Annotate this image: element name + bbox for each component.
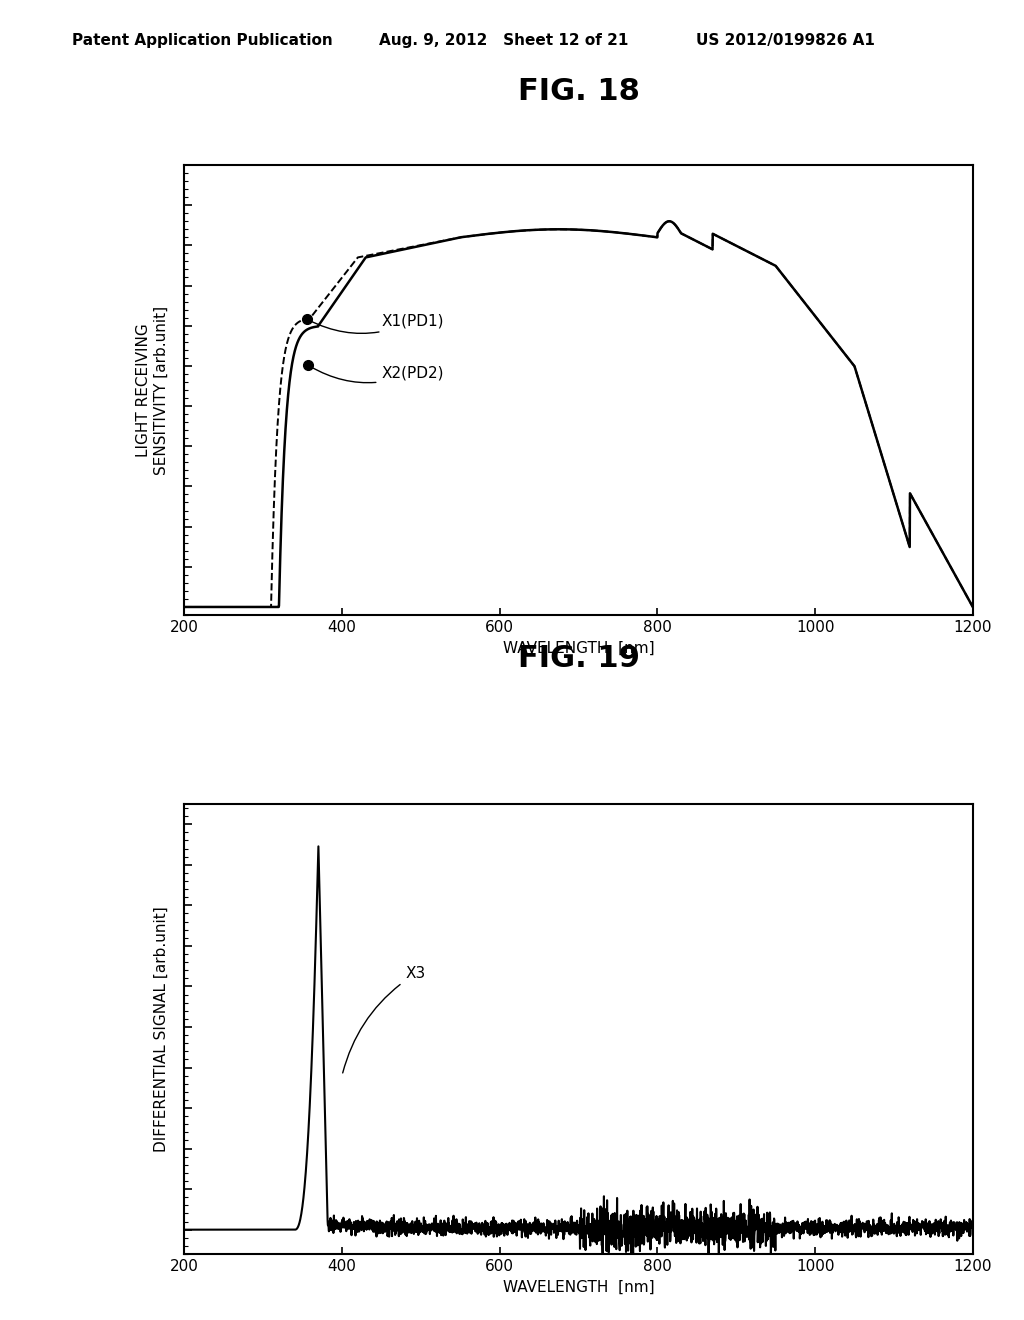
Y-axis label: LIGHT RECEIVING
SENSITIVITY [arb.unit]: LIGHT RECEIVING SENSITIVITY [arb.unit] bbox=[136, 305, 168, 475]
Text: Aug. 9, 2012   Sheet 12 of 21: Aug. 9, 2012 Sheet 12 of 21 bbox=[379, 33, 629, 48]
Y-axis label: DIFFERENTIAL SIGNAL [arb.unit]: DIFFERENTIAL SIGNAL [arb.unit] bbox=[154, 906, 168, 1152]
Text: US 2012/0199826 A1: US 2012/0199826 A1 bbox=[696, 33, 876, 48]
Text: X3: X3 bbox=[343, 966, 425, 1073]
Text: FIG. 18: FIG. 18 bbox=[517, 77, 640, 106]
Text: X2(PD2): X2(PD2) bbox=[310, 366, 444, 383]
Text: FIG. 19: FIG. 19 bbox=[517, 644, 640, 673]
X-axis label: WAVELENGTH  [nm]: WAVELENGTH [nm] bbox=[503, 640, 654, 656]
Text: X1(PD1): X1(PD1) bbox=[309, 314, 444, 334]
X-axis label: WAVELENGTH  [nm]: WAVELENGTH [nm] bbox=[503, 1279, 654, 1295]
Text: Patent Application Publication: Patent Application Publication bbox=[72, 33, 333, 48]
